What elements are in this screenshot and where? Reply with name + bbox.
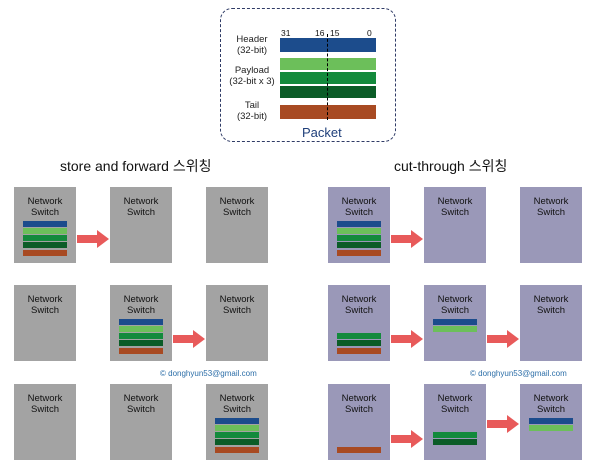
ct-r2-arrow-right-icon-1 — [391, 330, 423, 348]
switch-label: Network Switch — [27, 294, 63, 316]
packet-header-bar — [215, 418, 259, 424]
packet-payload-bar — [529, 425, 573, 431]
switch-label: Network Switch — [123, 196, 159, 218]
ct-r3-switch-2: Network Switch — [424, 384, 486, 460]
legend-header-label: Header (32-bit) — [226, 34, 278, 56]
legend-payload-bar-3 — [280, 86, 376, 98]
legend-tail-size: (32-bit) — [236, 111, 268, 122]
packet-caption: Packet — [302, 125, 342, 140]
packet-header-bar — [433, 319, 477, 325]
packet-tail-bar — [337, 250, 381, 256]
packet-header-bar — [529, 418, 573, 424]
legend-bit-divider — [327, 34, 328, 120]
packet-payload-bar — [433, 326, 477, 332]
sf-r2-switch-1: Network Switch — [14, 285, 76, 361]
packet-payload-bar — [23, 228, 67, 234]
legend-payload-size: (32-bit x 3) — [229, 76, 275, 87]
switch-label: Network Switch — [341, 393, 377, 415]
switch-label: Network Switch — [123, 393, 159, 415]
sf-r2-arrow-right-icon — [173, 330, 205, 348]
ct-r1-switch-2: Network Switch — [424, 187, 486, 263]
switch-label: Network Switch — [27, 196, 63, 218]
ct-r1-arrow-right-icon — [391, 230, 423, 248]
packet-payload-bar — [433, 439, 477, 445]
bit-label-31: 31 — [281, 28, 291, 38]
ct-r1-switch-3: Network Switch — [520, 187, 582, 263]
packet-payload-bar — [337, 235, 381, 241]
legend-payload-title: Payload — [234, 65, 270, 76]
sf-r2-switch-2: Network Switch — [110, 285, 172, 361]
ct-r3-switch-3: Network Switch — [520, 384, 582, 460]
ct-r3-arrow-right-icon-2 — [487, 415, 519, 433]
cut-through-title: cut-through 스위칭 — [394, 158, 508, 174]
ct-r1-switch-1: Network Switch — [328, 187, 390, 263]
packet-payload-bar — [119, 333, 163, 339]
legend-payload-label: Payload (32-bit x 3) — [226, 65, 278, 87]
switch-label: Network Switch — [219, 196, 255, 218]
packet-payload-bar — [433, 432, 477, 438]
packet-payload-bar — [337, 242, 381, 248]
sf-r2-switch-3: Network Switch — [206, 285, 268, 361]
packet-header-bar — [23, 221, 67, 227]
bit-label-16: 16 — [315, 28, 325, 38]
packet-payload-bar — [23, 242, 67, 248]
ct-r2-arrow-right-icon-2 — [487, 330, 519, 348]
packet-payload-bar — [337, 333, 381, 339]
packet-header-bar — [337, 221, 381, 227]
ct-r2-switch-3: Network Switch — [520, 285, 582, 361]
switch-label: Network Switch — [27, 393, 63, 415]
packet-tail-bar — [23, 250, 67, 256]
packet-payload-bar — [119, 326, 163, 332]
legend-header-bar — [280, 38, 376, 52]
switch-label: Network Switch — [533, 393, 569, 415]
packet-payload-bar — [215, 425, 259, 431]
packet-payload-bar — [215, 432, 259, 438]
switch-label: Network Switch — [533, 196, 569, 218]
bit-label-15: 15 — [330, 28, 340, 38]
switch-label: Network Switch — [341, 196, 377, 218]
ct-r2-switch-1: Network Switch — [328, 285, 390, 361]
packet-tail-bar — [215, 447, 259, 453]
bit-label-0: 0 — [367, 28, 372, 38]
packet-payload-bar — [119, 340, 163, 346]
switch-label: Network Switch — [437, 393, 473, 415]
packet-tail-bar — [119, 348, 163, 354]
legend-tail-bar — [280, 105, 376, 119]
switch-label: Network Switch — [219, 393, 255, 415]
legend-header-size: (32-bit) — [236, 45, 268, 56]
packet-tail-bar — [337, 348, 381, 354]
legend-payload-bar-2 — [280, 72, 376, 84]
packet-payload-bar — [337, 340, 381, 346]
packet-header-bar — [119, 319, 163, 325]
switch-label: Network Switch — [341, 294, 377, 316]
switch-label: Network Switch — [533, 294, 569, 316]
legend-payload-bar-1 — [280, 58, 376, 70]
switch-label: Network Switch — [123, 294, 159, 316]
ct-r2-switch-2: Network Switch — [424, 285, 486, 361]
sf-r1-arrow-right-icon — [77, 230, 109, 248]
legend-tail-title: Tail — [244, 100, 260, 111]
packet-legend-box — [220, 8, 396, 142]
switch-label: Network Switch — [437, 294, 473, 316]
sf-r3-switch-2: Network Switch — [110, 384, 172, 460]
packet-tail-bar — [337, 447, 381, 453]
packet-payload-bar — [215, 439, 259, 445]
sf-r3-switch-3: Network Switch — [206, 384, 268, 460]
sf-r3-switch-1: Network Switch — [14, 384, 76, 460]
store-forward-title: store and forward 스위칭 — [60, 158, 212, 174]
sf-r1-switch-3: Network Switch — [206, 187, 268, 263]
sf-r1-switch-2: Network Switch — [110, 187, 172, 263]
switch-label: Network Switch — [437, 196, 473, 218]
ct-watermark: © donghyun53@gmail.com — [470, 369, 567, 378]
packet-payload-bar — [337, 228, 381, 234]
ct-r3-arrow-right-icon-1 — [391, 430, 423, 448]
legend-header-title: Header — [236, 34, 268, 45]
legend-tail-label: Tail (32-bit) — [226, 100, 278, 122]
ct-r3-switch-1: Network Switch — [328, 384, 390, 460]
switch-label: Network Switch — [219, 294, 255, 316]
packet-payload-bar — [23, 235, 67, 241]
sf-watermark: © donghyun53@gmail.com — [160, 369, 257, 378]
sf-r1-switch-1: Network Switch — [14, 187, 76, 263]
